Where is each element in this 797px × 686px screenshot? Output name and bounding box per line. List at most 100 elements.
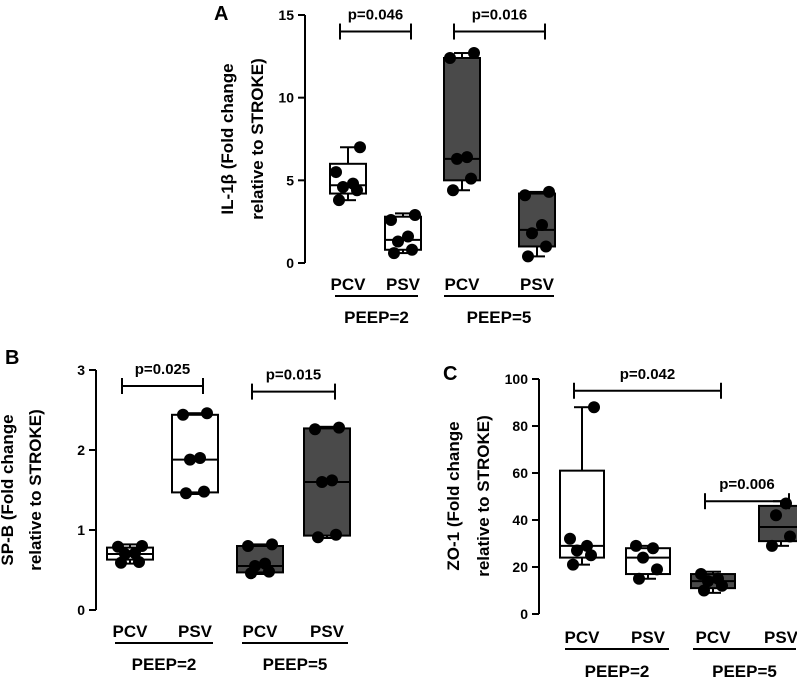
data-point [447, 184, 459, 197]
data-point [780, 497, 792, 510]
data-point [468, 47, 480, 60]
significance-bracket: p=0.025 [121, 361, 204, 394]
y-tick-label: 2 [77, 442, 85, 458]
p-value-label: p=0.042 [620, 366, 675, 383]
data-point [180, 487, 192, 500]
y-axis-title: IL-1β (Fold change [218, 63, 237, 214]
data-point [136, 540, 148, 552]
box-1 [625, 539, 671, 585]
panel-label: A [214, 3, 228, 25]
group-label: PEEP=2 [585, 662, 650, 681]
data-point [184, 453, 196, 466]
significance-bracket: p=0.042 [573, 366, 722, 399]
y-tick-label: 60 [512, 465, 528, 481]
data-point [451, 152, 463, 165]
y-tick-label: 80 [512, 418, 528, 434]
data-point [536, 218, 548, 231]
significance-bracket: p=0.016 [453, 7, 546, 40]
box-0 [106, 540, 154, 569]
data-point [337, 180, 349, 193]
data-point [581, 539, 593, 552]
group-label: PEEP=5 [263, 655, 328, 674]
x-category-label: PSV [520, 275, 555, 294]
data-point [330, 166, 342, 179]
data-point [333, 194, 345, 207]
box-0 [329, 141, 367, 207]
box-2 [690, 568, 736, 597]
x-category-label: PCV [445, 275, 481, 294]
panel-c: C ZO-1 (Fold change relative to STROKE) 0 20… [443, 363, 797, 681]
p-value-label: p=0.006 [719, 476, 774, 493]
box-3 [758, 497, 797, 552]
data-point [333, 421, 345, 434]
y-tick-label: 0 [286, 255, 294, 271]
y-tick-label: 20 [512, 559, 528, 575]
data-point [406, 243, 418, 256]
data-point [330, 528, 342, 541]
data-point [564, 532, 576, 545]
box-2 [443, 47, 481, 197]
x-category-label: PCV [696, 628, 732, 647]
data-point [249, 560, 261, 572]
box-iqr [625, 547, 671, 576]
data-point [194, 452, 206, 464]
data-point [712, 572, 724, 585]
y-axis-title: SP-B (Fold change [0, 414, 17, 565]
p-value-label: p=0.046 [348, 7, 403, 24]
box-2 [236, 538, 284, 580]
data-point [585, 549, 597, 562]
data-point [388, 247, 400, 260]
data-point [409, 209, 421, 222]
x-category-label: PSV [310, 622, 345, 641]
data-point [567, 558, 579, 571]
data-point [526, 227, 538, 240]
group-label: PEEP=2 [344, 308, 409, 327]
data-point [402, 230, 414, 243]
data-point [698, 584, 710, 597]
panel-a: A IL-1β (Fold change relative to STROKE) 0 5… [214, 3, 556, 327]
group-label: PEEP=5 [467, 308, 532, 327]
y-tick-label: 0 [520, 606, 528, 622]
y-tick-label: 100 [505, 371, 529, 387]
x-category-label: PCV [243, 622, 279, 641]
group-label: PEEP=5 [712, 662, 777, 681]
box-1 [171, 407, 219, 500]
data-point [461, 151, 473, 164]
data-point [540, 240, 552, 253]
panel-label: B [5, 347, 19, 369]
x-category-label: PCV [113, 622, 149, 641]
data-point [201, 407, 213, 420]
x-category-label: PSV [386, 275, 421, 294]
panel-b: B SP-B (Fold change relative to STROKE) 0 1 2… [0, 347, 351, 674]
group-label: PEEP=2 [132, 655, 197, 674]
data-point [444, 51, 456, 64]
box-3 [518, 185, 556, 263]
box-iqr [518, 192, 556, 248]
significance-bracket: p=0.006 [704, 476, 790, 510]
data-point [316, 476, 328, 488]
data-point [385, 214, 397, 227]
y-tick-label: 5 [286, 172, 294, 188]
box-1 [384, 209, 422, 260]
p-value-label: p=0.015 [266, 367, 321, 384]
data-point [633, 572, 645, 585]
data-point [465, 172, 477, 185]
x-category-label: PSV [631, 628, 666, 647]
y-tick-label: 0 [77, 602, 85, 618]
y-axis-title: relative to STROKE) [248, 58, 267, 220]
box-iqr [171, 413, 219, 494]
p-value-label: p=0.025 [135, 361, 190, 378]
y-tick-label: 40 [512, 512, 528, 528]
data-point [588, 401, 600, 414]
y-axis-title: relative to STROKE) [474, 415, 493, 577]
y-tick-label: 10 [278, 90, 294, 106]
data-point [266, 538, 278, 551]
significance-bracket: p=0.046 [339, 7, 412, 40]
data-point [695, 568, 707, 581]
data-point [784, 530, 796, 543]
data-point [522, 250, 534, 263]
data-point [519, 189, 531, 202]
data-point [312, 531, 324, 544]
data-point [647, 542, 659, 555]
